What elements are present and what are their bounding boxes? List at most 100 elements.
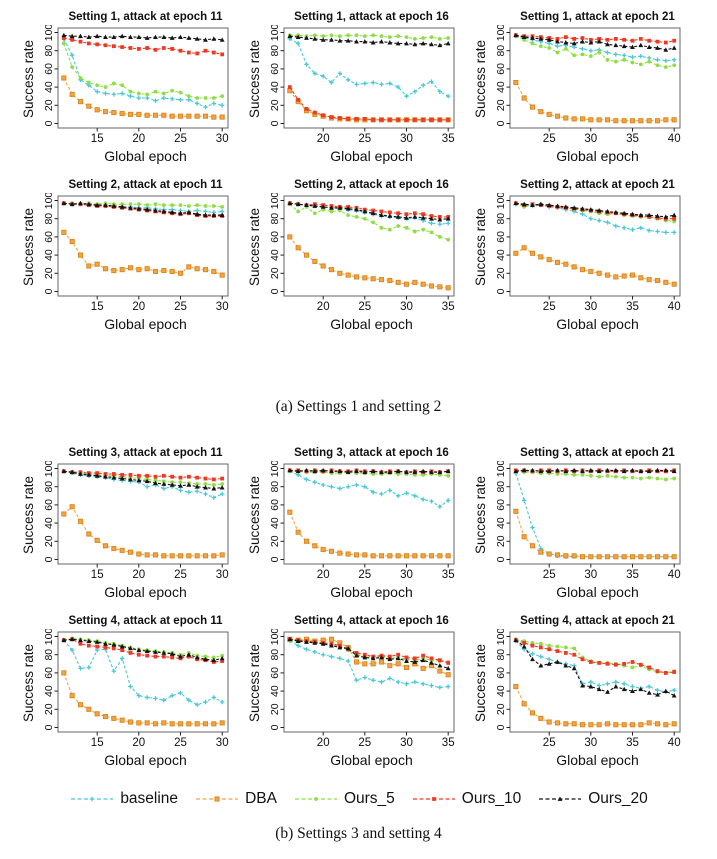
svg-text:80: 80	[42, 213, 54, 225]
svg-text:0: 0	[268, 288, 280, 294]
svg-text:30: 30	[584, 737, 597, 749]
svg-text:40: 40	[494, 249, 506, 261]
svg-text:30: 30	[215, 301, 228, 313]
legend-item-ours10: Ours_10	[411, 790, 521, 808]
svg-text:0: 0	[42, 724, 54, 730]
x-axis-label: Global epoch	[104, 752, 187, 768]
chart-title: Setting 4, attack at epoch 21	[520, 615, 675, 627]
svg-text:60: 60	[42, 63, 54, 75]
svg-text:100: 100	[268, 193, 280, 209]
svg-text:35: 35	[441, 133, 454, 145]
y-axis-label: Success rate	[246, 207, 262, 287]
chart-title: Setting 2, attack at epoch 21	[520, 179, 675, 191]
svg-text:20: 20	[494, 267, 506, 279]
x-axis-label: Global epoch	[330, 316, 413, 332]
dba-line-marker-icon	[196, 796, 239, 802]
svg-text:20: 20	[132, 301, 145, 313]
svg-text:20: 20	[132, 737, 145, 749]
svg-text:20: 20	[494, 535, 506, 547]
chart-title: Setting 1, attack at epoch 16	[294, 11, 449, 23]
legend-item-ours20: Ours_20	[537, 790, 648, 808]
chart-setting2-epoch21: Setting 2, attack at epoch 21 Success ra…	[472, 178, 698, 346]
svg-text:25: 25	[174, 569, 187, 581]
chart-setting4-epoch11: Setting 4, attack at epoch 11 Success ra…	[20, 614, 246, 782]
chart-title: Setting 1, attack at epoch 21	[520, 11, 675, 23]
x-axis-label: Global epoch	[104, 316, 187, 332]
svg-text:15: 15	[90, 301, 103, 313]
svg-text:0: 0	[268, 120, 280, 126]
panel-settings-3-4: Setting 3, attack at epoch 11 Success ra…	[0, 418, 717, 782]
svg-text:15: 15	[90, 569, 103, 581]
svg-text:15: 15	[90, 737, 103, 749]
svg-text:80: 80	[268, 213, 280, 225]
panel-settings-1-2: Setting 1, attack at epoch 11 Success ra…	[0, 0, 717, 346]
chart-setting3-epoch11: Setting 3, attack at epoch 11 Success ra…	[20, 446, 246, 614]
svg-text:20: 20	[494, 703, 506, 715]
svg-text:25: 25	[174, 737, 187, 749]
svg-text:20: 20	[316, 569, 329, 581]
svg-text:35: 35	[626, 737, 639, 749]
svg-text:25: 25	[542, 569, 555, 581]
plot-area: 0 20 40 60 80 100 25 30 35 40	[494, 461, 680, 581]
y-axis-label: Success rate	[246, 39, 262, 119]
svg-text:0: 0	[494, 724, 506, 730]
svg-text:60: 60	[268, 231, 280, 243]
chart-row: Setting 4, attack at epoch 11 Success ra…	[0, 614, 717, 782]
svg-text:40: 40	[494, 685, 506, 697]
plot-area: 0 20 40 60 80 100 20 25 30 35	[268, 461, 454, 581]
plot-area: 0 20 40 60 80 100 25 30 35 40	[494, 629, 680, 749]
svg-text:40: 40	[494, 81, 506, 93]
svg-text:30: 30	[215, 569, 228, 581]
svg-text:80: 80	[268, 45, 280, 57]
plot-area: 0 20 40 60 80 100 15 20 25 30	[42, 461, 228, 581]
x-axis-label: Global epoch	[330, 584, 413, 600]
svg-text:20: 20	[316, 133, 329, 145]
chart-setting4-epoch21: Setting 4, attack at epoch 21 Success ra…	[472, 614, 698, 782]
svg-text:40: 40	[268, 249, 280, 261]
legend-label: baseline	[120, 790, 179, 807]
x-axis-label: Global epoch	[104, 148, 187, 164]
legend-label: Ours_10	[461, 790, 522, 807]
svg-text:25: 25	[542, 301, 555, 313]
svg-text:40: 40	[42, 517, 54, 529]
svg-text:40: 40	[667, 737, 680, 749]
plot-area: 0 20 40 60 80 100 20 25 30 35	[268, 193, 454, 313]
svg-text:40: 40	[268, 685, 280, 697]
y-axis-label: Success rate	[472, 475, 488, 555]
x-axis-label: Global epoch	[556, 316, 639, 332]
chart-row: Setting 3, attack at epoch 11 Success ra…	[0, 446, 717, 614]
svg-text:20: 20	[316, 737, 329, 749]
legend-item-dba: DBA	[194, 790, 277, 808]
legend-item-ours5: Ours_5	[293, 790, 395, 808]
svg-text:35: 35	[626, 569, 639, 581]
caption-b: (b) Settings 3 and setting 4	[275, 825, 442, 842]
svg-text:100: 100	[42, 629, 54, 645]
svg-text:40: 40	[42, 81, 54, 93]
svg-text:0: 0	[42, 288, 54, 294]
svg-text:20: 20	[42, 535, 54, 547]
svg-text:100: 100	[42, 193, 54, 209]
chart-title: Setting 3, attack at epoch 21	[520, 447, 675, 459]
svg-text:80: 80	[42, 45, 54, 57]
svg-text:60: 60	[42, 499, 54, 511]
svg-text:30: 30	[400, 737, 413, 749]
plot-area: 0 20 40 60 80 100 25 30 35 40	[494, 25, 680, 145]
chart-title: Setting 1, attack at epoch 11	[68, 11, 223, 23]
svg-text:20: 20	[132, 133, 145, 145]
x-axis-label: Global epoch	[330, 752, 413, 768]
svg-text:80: 80	[494, 481, 506, 493]
svg-text:30: 30	[400, 301, 413, 313]
svg-text:100: 100	[494, 193, 506, 209]
svg-text:80: 80	[268, 481, 280, 493]
chart-title: Setting 2, attack at epoch 11	[68, 179, 223, 191]
svg-text:100: 100	[268, 629, 280, 645]
svg-text:20: 20	[42, 267, 54, 279]
y-axis-label: Success rate	[246, 475, 262, 555]
svg-text:100: 100	[42, 25, 54, 41]
plot-area: 0 20 40 60 80 100 20 25 30 35	[268, 629, 454, 749]
svg-text:0: 0	[494, 556, 506, 562]
svg-text:100: 100	[494, 461, 506, 477]
plot-area: 0 20 40 60 80 100 20 25 30 35	[268, 25, 454, 145]
ours5-line-marker-icon	[294, 797, 337, 801]
